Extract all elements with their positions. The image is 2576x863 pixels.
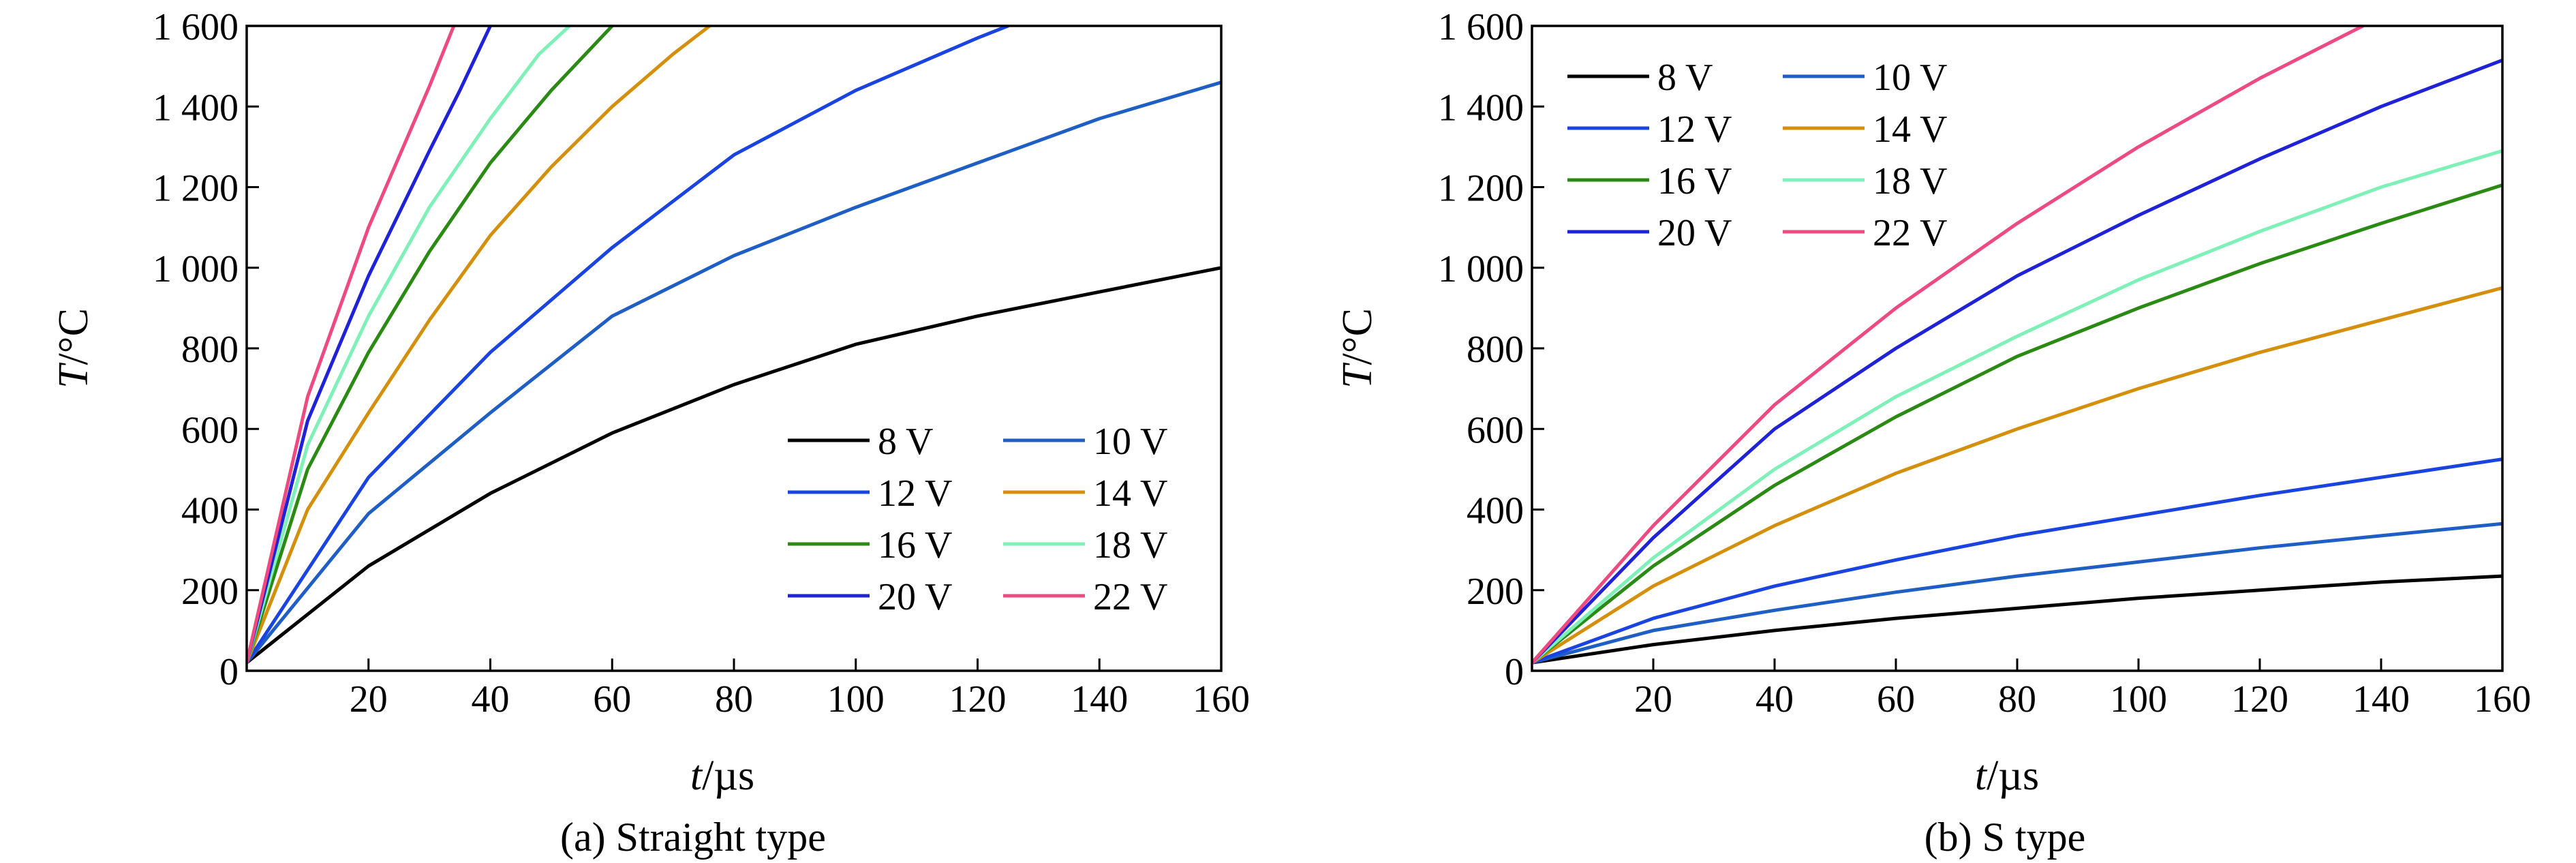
legend: 8 V 10 V 12 V 14 V 16 V 18 V 20 V 22 V bbox=[788, 421, 1167, 618]
y-tick-label: 800 bbox=[1467, 329, 1524, 371]
legend-label: 8 V bbox=[878, 421, 933, 463]
y-tick-label: 1 600 bbox=[153, 6, 239, 48]
x-tick-label: 140 bbox=[1071, 678, 1128, 721]
x-tick-label: 160 bbox=[2474, 678, 2531, 721]
x-tick-label: 120 bbox=[949, 678, 1007, 721]
panel-a-straight-type: 0 200 400 600 800 1 000 1 200 1 400 1 600 20 40 60 8… bbox=[50, 6, 1250, 860]
y-tick-label: 1 200 bbox=[153, 168, 239, 210]
legend-label: 14 V bbox=[1873, 108, 1947, 151]
y-tick-label: 0 bbox=[1505, 651, 1524, 693]
series-line-8v bbox=[247, 266, 1221, 665]
y-tick-label: 400 bbox=[1467, 490, 1524, 532]
y-tick-label: 1 000 bbox=[153, 248, 239, 290]
x-tick-label: 60 bbox=[1877, 678, 1915, 721]
legend-label: 10 V bbox=[1873, 57, 1947, 99]
series-line-22v bbox=[247, 26, 456, 665]
y-tick-label: 800 bbox=[181, 329, 239, 371]
series-lines bbox=[1532, 26, 2502, 665]
y-axis-label: T/°C bbox=[50, 308, 97, 389]
y-tick-label: 600 bbox=[181, 409, 239, 451]
x-axis-label: t/µs bbox=[1975, 753, 2039, 799]
legend-label: 10 V bbox=[1093, 421, 1167, 463]
series-line-22v bbox=[1532, 26, 2365, 665]
y-axis-label: T/°C bbox=[1334, 308, 1381, 389]
panel-b-s-type: 0 200 400 600 800 1 000 1 200 1 400 1 600 20 40 60 8… bbox=[1334, 6, 2531, 860]
legend: 8 V 10 V 12 V 14 V 16 V 18 V 20 V 22 V bbox=[1567, 57, 1947, 254]
y-tick-label: 1 200 bbox=[1438, 168, 1524, 210]
plot-frame bbox=[245, 25, 1223, 672]
y-tick-label: 600 bbox=[1467, 409, 1524, 451]
x-tick-label: 20 bbox=[1634, 678, 1672, 721]
y-tick-label: 1 600 bbox=[1438, 6, 1524, 48]
legend-label: 14 V bbox=[1093, 472, 1167, 515]
series-line-12v bbox=[247, 26, 1010, 665]
legend-label: 12 V bbox=[1657, 108, 1732, 151]
panel-caption: (a) Straight type bbox=[560, 815, 826, 860]
y-tick-label: 0 bbox=[219, 651, 239, 693]
legend-label: 12 V bbox=[878, 472, 952, 515]
series-line-10v bbox=[247, 80, 1221, 665]
legend-label: 18 V bbox=[1093, 524, 1167, 566]
series-line-18v bbox=[247, 26, 572, 665]
series-line-14v bbox=[1532, 286, 2502, 665]
legend-label: 16 V bbox=[1657, 160, 1732, 202]
y-tick-label: 400 bbox=[181, 490, 239, 532]
legend-label: 20 V bbox=[1657, 212, 1732, 254]
series-line-16v bbox=[1532, 183, 2502, 665]
y-tick-label: 200 bbox=[181, 571, 239, 613]
x-tick-label: 140 bbox=[2352, 678, 2410, 721]
x-tick-label: 80 bbox=[715, 678, 753, 721]
x-tick-label: 100 bbox=[2110, 678, 2167, 721]
x-tick-label: 100 bbox=[827, 678, 885, 721]
x-tick-label: 40 bbox=[1755, 678, 1794, 721]
series-line-20v bbox=[1532, 58, 2502, 665]
series-line-14v bbox=[247, 26, 711, 665]
series-line-12v bbox=[1532, 457, 2502, 665]
legend-label: 8 V bbox=[1657, 57, 1713, 99]
y-tick-label: 200 bbox=[1467, 571, 1524, 613]
x-tick-label: 80 bbox=[1998, 678, 2036, 721]
y-tick-label: 1 000 bbox=[1438, 248, 1524, 290]
series-line-16v bbox=[247, 26, 614, 665]
panel-caption: (b) S type bbox=[1925, 815, 2086, 860]
legend-label: 22 V bbox=[1873, 212, 1947, 254]
series-line-18v bbox=[1532, 149, 2502, 665]
x-axis-label: t/µs bbox=[690, 753, 754, 799]
series-line-8v bbox=[1532, 574, 2502, 665]
legend-label: 20 V bbox=[878, 576, 952, 618]
y-tick-label: 1 400 bbox=[153, 87, 239, 129]
x-tick-label: 160 bbox=[1193, 678, 1250, 721]
x-tick-label: 20 bbox=[350, 678, 388, 721]
legend-label: 16 V bbox=[878, 524, 952, 566]
x-tick-label: 60 bbox=[593, 678, 631, 721]
x-tick-label: 120 bbox=[2231, 678, 2288, 721]
legend-label: 22 V bbox=[1093, 576, 1167, 618]
series-line-10v bbox=[1532, 521, 2502, 665]
series-line-20v bbox=[247, 26, 492, 665]
x-tick-label: 40 bbox=[472, 678, 510, 721]
y-tick-label: 1 400 bbox=[1438, 87, 1524, 129]
legend-label: 18 V bbox=[1873, 160, 1947, 202]
series-lines bbox=[247, 26, 1221, 665]
